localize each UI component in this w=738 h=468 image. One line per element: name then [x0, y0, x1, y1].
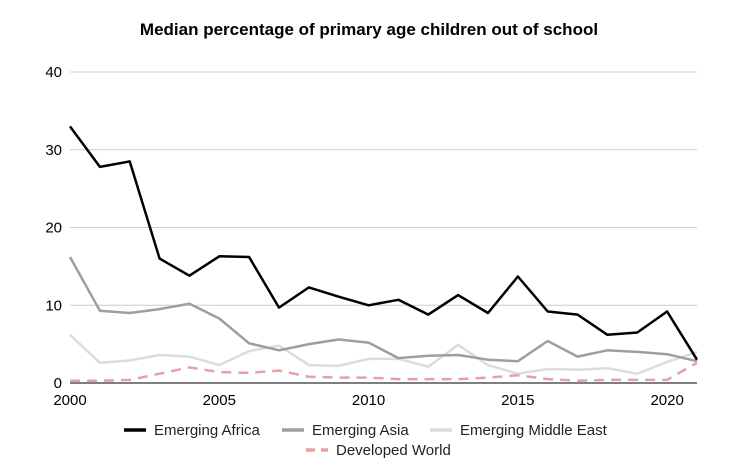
- y-axis: 0 10 20 30 40: [45, 64, 62, 392]
- y-tick-label: 30: [45, 142, 62, 159]
- legend-item-emerging-middle-east: Emerging Middle East: [430, 422, 608, 439]
- series-line-emerging-africa: [68, 125, 699, 361]
- x-tick-label: 2000: [53, 392, 86, 409]
- y-tick-label: 0: [54, 375, 62, 392]
- series-line-emerging-middle-east: [69, 333, 698, 375]
- y-tick-label: 10: [45, 297, 62, 314]
- series-line-emerging-asia: [68, 256, 698, 363]
- chart-title: Median percentage of primary age childre…: [139, 20, 599, 39]
- x-tick-label: 2010: [352, 392, 385, 409]
- legend-item-emerging-africa: Emerging Africa: [124, 422, 261, 439]
- x-axis: 2000 2005 2010 2015 2020: [53, 392, 684, 409]
- legend-item-emerging-asia: Emerging Asia: [282, 422, 409, 439]
- x-tick-label: 2015: [501, 392, 534, 409]
- series-lines: [68, 125, 699, 382]
- x-tick-label: 2020: [650, 392, 683, 409]
- legend-item-developed-world: Developed World: [306, 442, 451, 459]
- y-tick-label: 40: [45, 64, 62, 81]
- x-tick-label: 2005: [203, 392, 236, 409]
- legend-label: Emerging Africa: [154, 422, 261, 439]
- legend-label: Emerging Asia: [312, 422, 409, 439]
- y-tick-label: 20: [45, 220, 62, 237]
- series-line-developed-world: [70, 361, 698, 382]
- legend-label: Emerging Middle East: [460, 422, 608, 439]
- grid-lines: [70, 71, 697, 384]
- legend: Emerging Africa Emerging Asia Emerging Mid…: [124, 422, 608, 459]
- legend-label: Developed World: [336, 442, 451, 459]
